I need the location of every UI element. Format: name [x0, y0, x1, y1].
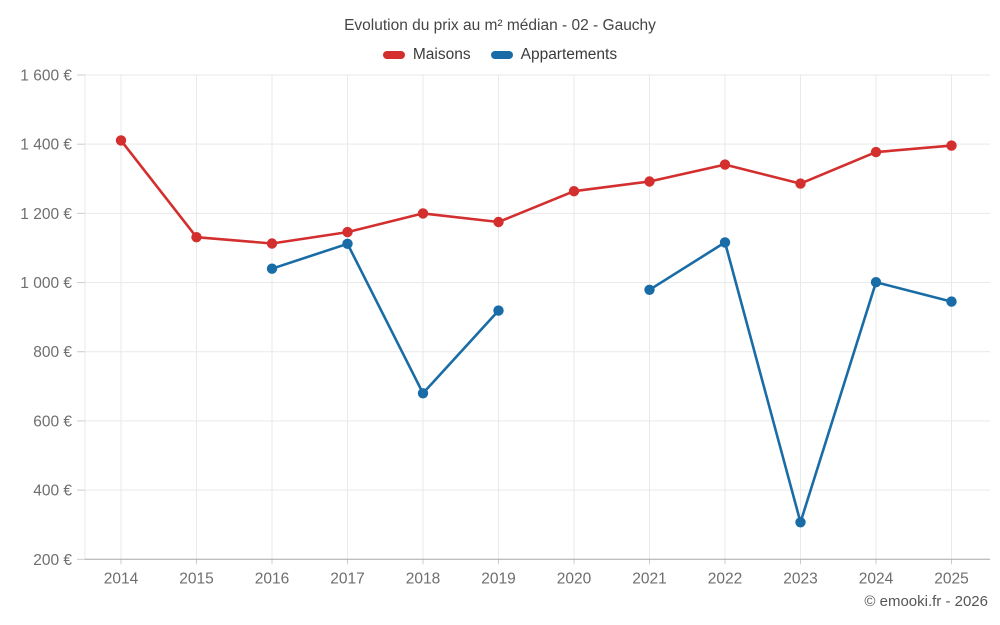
x-tick-label: 2020: [557, 570, 592, 587]
data-point-maisons-2023: [795, 178, 806, 189]
data-point-maisons-2025: [946, 140, 957, 151]
legend-label-maisons: Maisons: [412, 46, 471, 63]
chart-title: Evolution du prix au m² médian - 02 - Ga…: [344, 17, 656, 34]
legend-item-maisons[interactable]: Maisons: [382, 46, 471, 64]
data-point-appartements-2023: [795, 517, 806, 528]
x-tick-labels: 2014 2015 2016 2017 2018 2019 2020 2021 2022 2023…: [104, 570, 969, 587]
y-tick-label: 1 400 €: [20, 137, 72, 154]
axis-ticks: [77, 74, 952, 565]
series-path-appartements: [270, 241, 953, 524]
data-point-appartements-2022: [719, 237, 731, 248]
gridlines: [84, 74, 990, 560]
data-point-maisons-2024: [870, 146, 882, 158]
y-tick-labels: 200 € 400 € 600 € 800 € 1 000 € 1 200 € 1 400 …: [20, 68, 72, 569]
maisons-swatch-icon: [382, 51, 405, 59]
y-tick-label: 400 €: [33, 483, 72, 500]
series-path-maisons: [119, 139, 953, 245]
x-tick-label: 2022: [708, 570, 742, 587]
x-tick-label: 2017: [330, 570, 364, 587]
x-tick-label: 2014: [104, 570, 139, 587]
data-point-appartements-2018: [417, 388, 429, 399]
data-point-maisons-2016: [266, 238, 278, 249]
x-tick-label: 2021: [632, 570, 666, 587]
appartements-swatch-icon: [490, 51, 513, 59]
x-tick-label: 2023: [783, 570, 817, 587]
data-point-appartements-2019: [493, 305, 504, 316]
x-tick-label: 2015: [179, 570, 213, 587]
data-point-maisons-2021: [644, 176, 655, 187]
y-tick-label: 1 000 €: [20, 275, 72, 292]
x-tick-label: 2019: [481, 570, 515, 587]
x-tick-label: 2024: [859, 570, 894, 587]
data-point-maisons-2015: [191, 232, 202, 243]
y-tick-label: 1 200 €: [20, 206, 72, 223]
y-tick-label: 200 €: [33, 552, 72, 569]
copyright-text: © emooki.fr - 2026: [864, 593, 988, 610]
legend-label-appartements: Appartements: [520, 46, 618, 63]
y-tick-label: 800 €: [33, 344, 72, 361]
data-point-appartements-2017: [342, 238, 353, 249]
data-point-appartements-2025: [946, 296, 957, 307]
series-points-maisons: [115, 135, 957, 249]
series-line-maisons: [119, 139, 953, 245]
data-point-maisons-2022: [719, 159, 731, 170]
legend: Maisons Appartements: [0, 46, 1000, 64]
series-points-appartements: [266, 237, 957, 528]
x-tick-label: 2025: [934, 570, 968, 587]
data-point-appartements-2024: [870, 277, 882, 288]
data-point-maisons-2020: [568, 186, 580, 197]
y-tick-label: 600 €: [33, 413, 72, 430]
series-line-appartements: [270, 241, 953, 524]
x-tick-label: 2016: [255, 570, 289, 587]
data-point-maisons-2018: [417, 208, 429, 219]
data-point-maisons-2019: [493, 216, 504, 228]
data-point-appartements-2021: [644, 284, 655, 295]
data-point-appartements-2016: [266, 263, 278, 274]
data-point-maisons-2017: [342, 226, 353, 238]
x-tick-label: 2018: [406, 570, 440, 587]
y-tick-label: 1 600 €: [20, 68, 72, 85]
data-point-maisons-2014: [115, 135, 127, 146]
legend-item-appartements[interactable]: Appartements: [490, 46, 618, 64]
